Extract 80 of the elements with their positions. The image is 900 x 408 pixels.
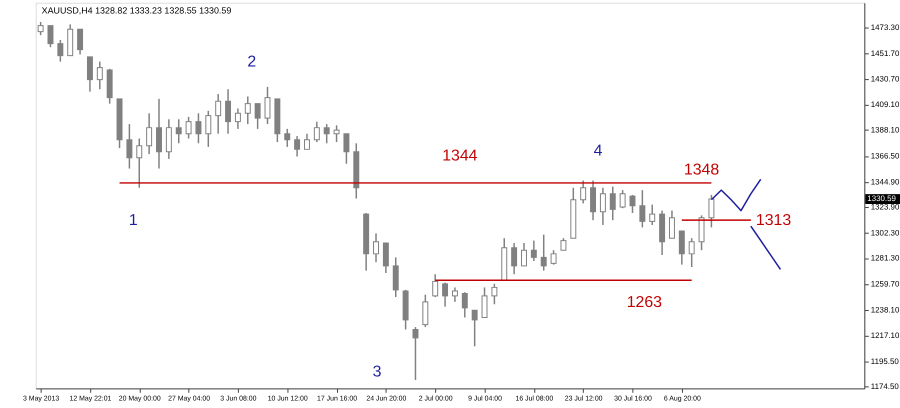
candlestick bbox=[412, 326, 418, 381]
candlestick bbox=[225, 88, 232, 134]
candlestick bbox=[472, 310, 478, 348]
candlestick bbox=[550, 249, 557, 266]
candlestick bbox=[462, 292, 468, 318]
candlestick bbox=[382, 242, 389, 274]
candlestick bbox=[639, 189, 646, 228]
y-tick-label: 1388.10 bbox=[870, 125, 900, 134]
candlestick bbox=[610, 186, 616, 221]
y-tick-label: 1217.10 bbox=[870, 330, 900, 340]
candlestick bbox=[294, 135, 300, 158]
candlestick bbox=[234, 108, 241, 130]
candlestick bbox=[649, 204, 656, 226]
candlestick bbox=[521, 242, 527, 267]
candlestick bbox=[442, 282, 448, 308]
annotation: 1344 bbox=[442, 147, 478, 164]
candlestick bbox=[215, 93, 222, 134]
y-tick-label: 1409.10 bbox=[870, 100, 900, 110]
candlestick bbox=[304, 132, 310, 150]
candlestick bbox=[373, 232, 379, 263]
candlestick bbox=[77, 28, 84, 56]
candlestick bbox=[432, 273, 438, 298]
annotation: 1348 bbox=[684, 162, 720, 179]
y-tick-label: 1430.70 bbox=[870, 74, 900, 84]
candlestick bbox=[314, 120, 320, 143]
candlestick bbox=[38, 21, 44, 36]
candlestick bbox=[530, 240, 537, 262]
y-tick-label: 1344.90 bbox=[870, 177, 900, 186]
candlestick bbox=[343, 132, 350, 164]
annotation: 3 bbox=[372, 363, 382, 380]
y-tick-label: 1174.50 bbox=[870, 382, 900, 392]
candlestick bbox=[688, 237, 695, 268]
candlestick bbox=[57, 39, 64, 62]
candlestick bbox=[244, 96, 251, 125]
text: 1330.59 bbox=[867, 194, 896, 204]
candlestick bbox=[284, 128, 290, 148]
annotation: 1313 bbox=[756, 212, 792, 230]
candlestick bbox=[422, 294, 428, 328]
candlestick bbox=[254, 102, 261, 130]
candlestick bbox=[136, 138, 142, 188]
y-tick-label: 1281.30 bbox=[870, 254, 900, 263]
candlestick bbox=[48, 24, 54, 48]
candlestick bbox=[491, 283, 498, 306]
candlestick bbox=[452, 286, 458, 303]
y-tick-label: 1238.10 bbox=[870, 306, 900, 315]
candlestick bbox=[620, 189, 626, 209]
candlestick bbox=[630, 194, 636, 214]
candlestick bbox=[511, 242, 518, 275]
candlestick bbox=[324, 123, 330, 144]
y-tick-label: 1323.90 bbox=[870, 202, 900, 212]
candlestick bbox=[560, 237, 566, 251]
candlestick bbox=[334, 124, 340, 143]
candlestick bbox=[540, 234, 547, 272]
candlestick bbox=[186, 116, 192, 140]
y-tick-label: 1366.50 bbox=[870, 151, 900, 160]
y-tick-label: 1259.70 bbox=[870, 280, 900, 289]
annotation: 1263 bbox=[626, 294, 662, 311]
candlestick bbox=[96, 60, 103, 90]
y-tick-label: 1195.50 bbox=[870, 356, 900, 366]
candlestick bbox=[482, 286, 488, 318]
y-tick-label: 1451.70 bbox=[870, 49, 900, 58]
candlestick bbox=[580, 180, 586, 204]
candlestick bbox=[176, 118, 182, 144]
annotation: 4 bbox=[594, 142, 603, 160]
y-tick-label: 1473.30 bbox=[870, 23, 900, 32]
annotation: 2 bbox=[247, 54, 256, 71]
candlestick bbox=[708, 194, 714, 228]
y-tick-label: 1302.30 bbox=[870, 228, 900, 238]
candlestick bbox=[195, 112, 202, 144]
candlestick bbox=[126, 123, 132, 170]
annotation: 1 bbox=[128, 212, 138, 230]
candlestick bbox=[146, 112, 152, 155]
candlestick bbox=[86, 56, 93, 92]
candlestick bbox=[600, 187, 606, 226]
candlestick bbox=[668, 210, 675, 239]
line-series bbox=[750, 225, 782, 270]
candlestick bbox=[264, 86, 270, 125]
chart-title: XAUUSD,H4 1328.82 1333.23 1328.55 1330.59 bbox=[42, 6, 232, 16]
candlestick bbox=[205, 110, 212, 148]
candlestick bbox=[678, 230, 685, 266]
